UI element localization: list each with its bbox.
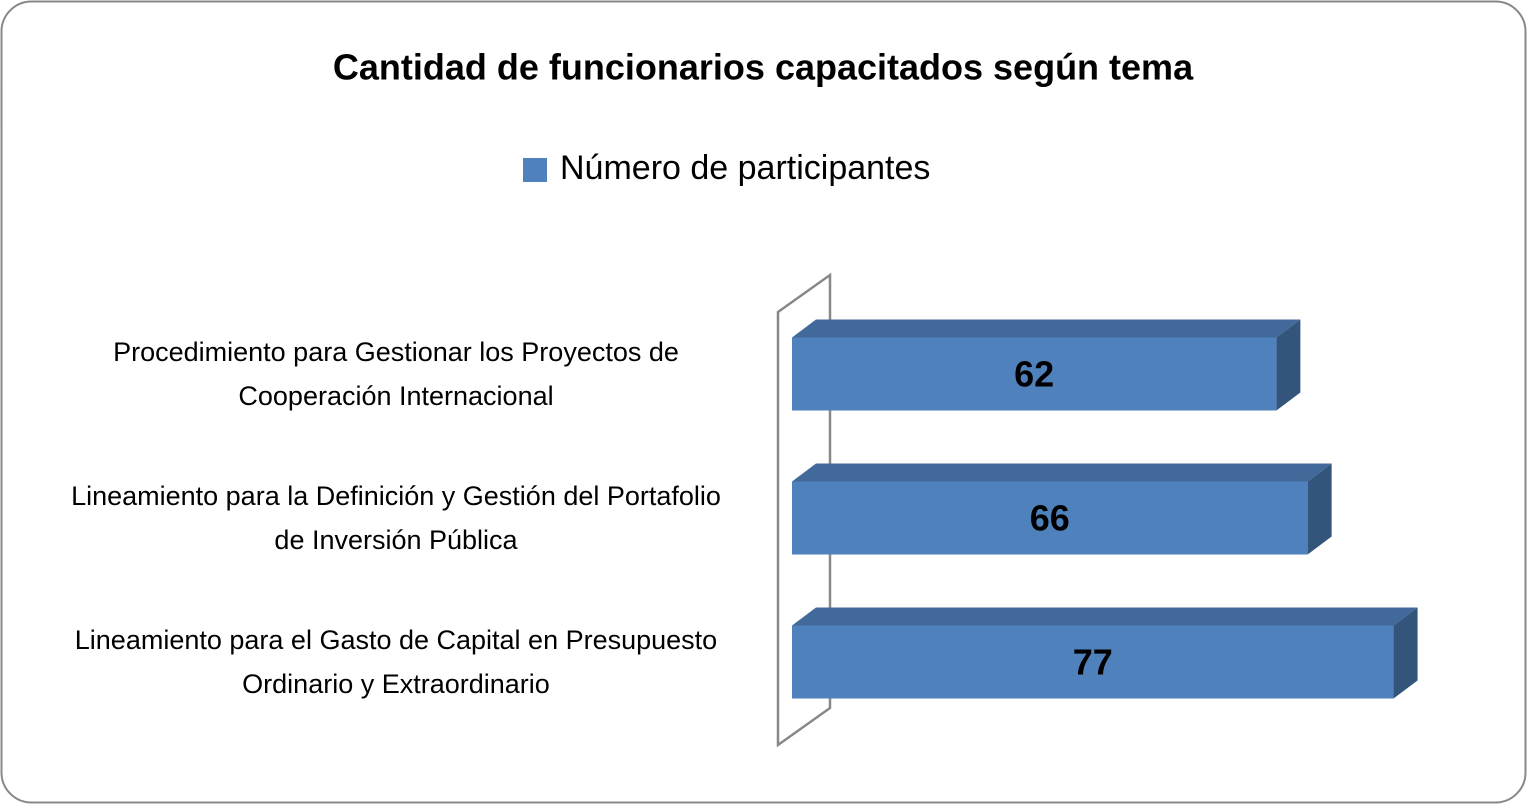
bar (792, 481, 1308, 555)
bar-top (792, 319, 1301, 338)
bar-side (1276, 319, 1301, 411)
bar (792, 337, 1277, 411)
legend-label: Número de participantes (560, 149, 930, 187)
data-label: 66 (1030, 498, 1070, 539)
data-label: 77 (1073, 642, 1113, 683)
data-label: 62 (1014, 354, 1054, 395)
bar-side (1307, 463, 1332, 555)
bar-top (792, 607, 1418, 626)
category-label: Procedimiento para Gestionar los Proyect… (113, 337, 679, 411)
category-label: Lineamiento para el Gasto de Capital en … (74, 625, 718, 699)
bar-side (1393, 607, 1418, 699)
chart-title: Cantidad de funcionarios capacitados seg… (333, 47, 1194, 88)
category-label: Lineamiento para la Definición y Gestión… (71, 481, 721, 555)
bar-top (792, 463, 1332, 482)
legend-swatch (523, 158, 547, 182)
bar (792, 625, 1394, 699)
